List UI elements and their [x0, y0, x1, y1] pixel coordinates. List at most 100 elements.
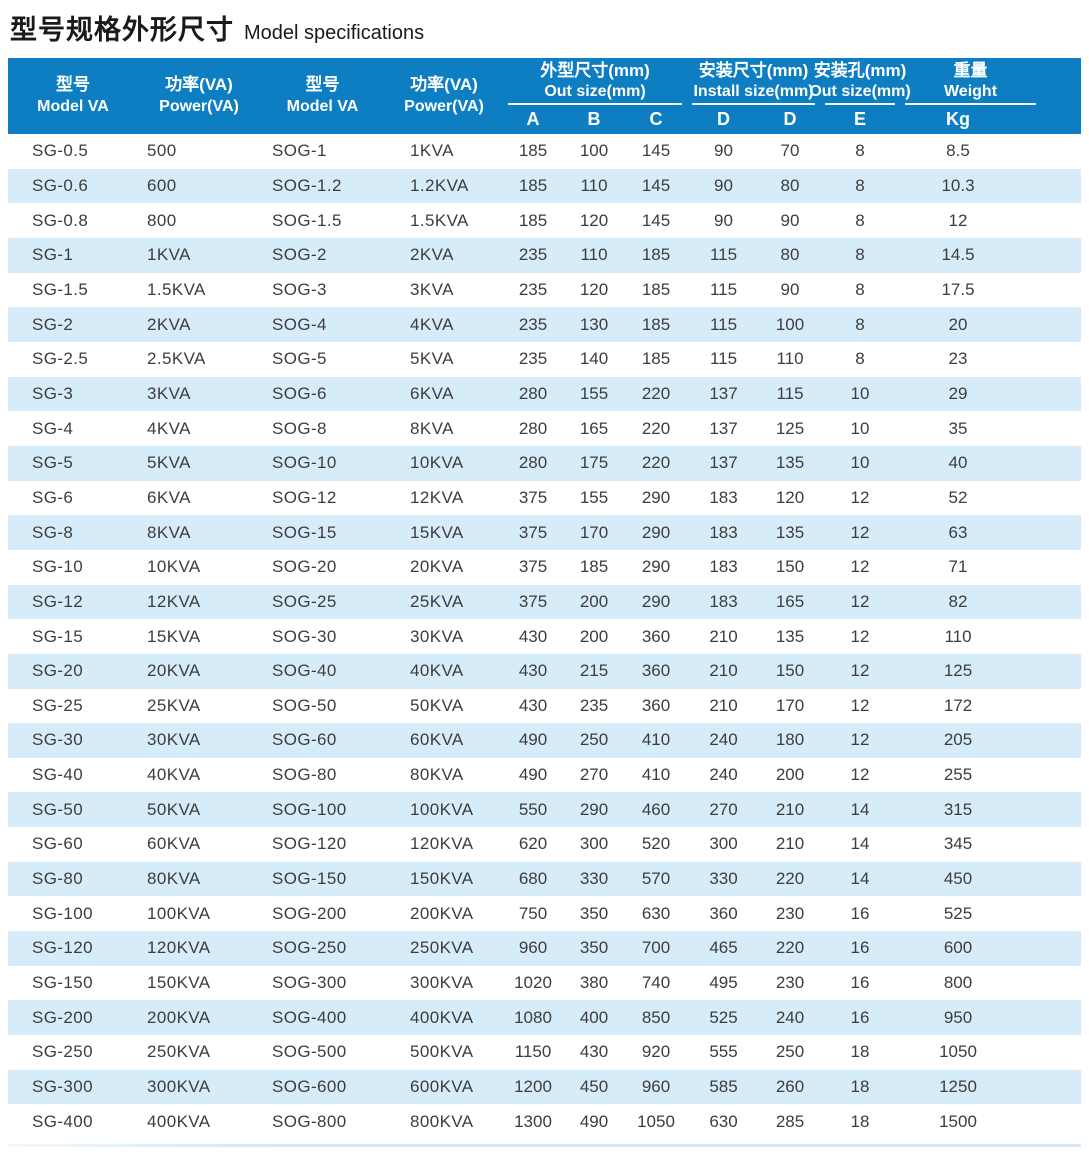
cell: 20KVA [147, 661, 201, 681]
cell: 1KVA [410, 141, 454, 161]
cell: SOG-40 [272, 661, 337, 681]
cell: 150 [775, 661, 805, 681]
cell: 115 [776, 383, 804, 403]
cell: 135 [775, 626, 805, 646]
cell: SG-30 [32, 730, 84, 750]
cell: 12KVA [410, 487, 464, 507]
cell: 50KVA [147, 799, 201, 819]
cell: 8 [855, 314, 865, 334]
table-row: SG-40 40KVA SOG-80 80KVA 490 270 410 240 200 12 25… [8, 757, 1081, 793]
cell: 14 [850, 799, 870, 819]
cell: SOG-100 [272, 799, 347, 819]
cell: 200KVA [147, 1007, 211, 1027]
cell: 380 [579, 973, 609, 993]
cell: SOG-50 [272, 695, 337, 715]
subheader-col-a: A [526, 109, 540, 129]
table-row: SG-3 3KVA SOG-6 6KVA 280 155 220 137 115 10 29 [8, 376, 1081, 412]
cell: 12 [948, 210, 968, 230]
cell: 4KVA [410, 314, 454, 334]
cell: 183 [709, 522, 738, 542]
cell: 30KVA [410, 626, 464, 646]
cell: 400KVA [410, 1007, 474, 1027]
cell: 140 [579, 349, 609, 369]
cell: SG-200 [32, 1007, 93, 1027]
cell: SOG-300 [272, 973, 347, 993]
table-row: SG-400 400KVA SOG-800 800KVA 1300 490 1050 630 2… [8, 1104, 1081, 1140]
cell: 12 [850, 591, 870, 611]
cell: 270 [579, 765, 609, 785]
cell: SOG-12 [272, 487, 337, 507]
cell: 300KVA [147, 1077, 211, 1097]
table-row: SG-60 60KVA SOG-120 120KVA 620 300 520 300 210 14… [8, 827, 1081, 862]
cell: 12KVA [147, 591, 201, 611]
header-group-outsize-zh: 外型尺寸(mm) [540, 61, 650, 80]
header-model-1-en: Model VA [37, 98, 109, 115]
header-model-2-zh: 型号 [305, 75, 340, 94]
cell: 230 [775, 973, 805, 993]
table-row: SG-6 6KVA SOG-12 12KVA 375 155 290 183 120 12 52 [8, 480, 1081, 516]
header-power-1-en: Power(VA) [159, 98, 239, 115]
cell: 120KVA [147, 938, 211, 958]
cell: 12 [850, 695, 870, 715]
cell: 235 [518, 245, 548, 265]
cell: 125 [775, 418, 805, 438]
cell: 345 [943, 834, 973, 854]
table-row: SG-120 120KVA SOG-250 250KVA 960 350 700 465 220… [8, 931, 1081, 966]
cell: 360 [641, 661, 671, 681]
cell: 210 [709, 626, 738, 646]
table-row: SG-200 200KVA SOG-400 400KVA 1080 400 850 525 24… [8, 1000, 1081, 1036]
cell: 185 [641, 245, 671, 265]
cell: SOG-25 [272, 591, 337, 611]
cell: 30KVA [147, 730, 201, 750]
cell: 16 [850, 903, 870, 923]
cell: SG-0.6 [32, 175, 89, 195]
cell: 495 [709, 973, 738, 993]
cell: SG-80 [32, 869, 84, 889]
cell: 90 [714, 141, 733, 161]
cell: 8 [855, 279, 865, 299]
cell: 185 [641, 314, 671, 334]
cell: 290 [641, 557, 671, 577]
cell: 200 [579, 591, 609, 611]
cell: 137 [709, 418, 738, 438]
table-row: SG-12 12KVA SOG-25 25KVA 375 200 290 183 165 12 82 [8, 584, 1081, 620]
page-title-chinese: 型号规格外形尺寸 [10, 15, 234, 45]
cell: SG-6 [32, 487, 74, 507]
cell: 920 [641, 1042, 671, 1062]
cell: 185 [518, 175, 548, 195]
cell: SG-2 [32, 314, 74, 334]
cell: 145 [641, 210, 671, 230]
cell: 1050 [939, 1042, 977, 1062]
cell: SOG-15 [272, 522, 337, 542]
cell: SOG-1.2 [272, 175, 342, 195]
cell: 130 [579, 314, 609, 334]
cell: 16 [850, 938, 870, 958]
cell: 235 [518, 314, 548, 334]
cell: 240 [709, 765, 738, 785]
cell: SG-50 [32, 799, 84, 819]
cell: SOG-8 [272, 418, 327, 438]
table-row: SG-0.5 500 SOG-1 1KVA 185 100 145 90 70 8 8.5 [8, 134, 1081, 169]
cell: 150 [775, 557, 805, 577]
table-row: SG-5 5KVA SOG-10 10KVA 280 175 220 137 135 10 40 [8, 445, 1081, 481]
header-group-underline [905, 103, 1036, 105]
cell: SG-5 [32, 453, 74, 473]
cell: 60KVA [410, 730, 464, 750]
cell: 210 [709, 695, 738, 715]
cell: 40 [948, 453, 968, 473]
next-section-cutoff-strip [8, 1144, 1081, 1148]
cell: 1500 [939, 1111, 977, 1131]
cell: 220 [641, 453, 671, 473]
cell: 350 [579, 938, 609, 958]
cell: 40KVA [147, 765, 201, 785]
cell: 210 [775, 834, 805, 854]
header-group-underline [825, 103, 895, 105]
cell: 290 [641, 487, 671, 507]
cell: 375 [518, 487, 548, 507]
cell: 10KVA [410, 453, 464, 473]
cell: 1150 [514, 1042, 552, 1062]
cell: 10 [850, 418, 870, 438]
cell: 18 [850, 1077, 870, 1097]
cell: 8 [855, 210, 865, 230]
cell: 1200 [514, 1077, 552, 1097]
